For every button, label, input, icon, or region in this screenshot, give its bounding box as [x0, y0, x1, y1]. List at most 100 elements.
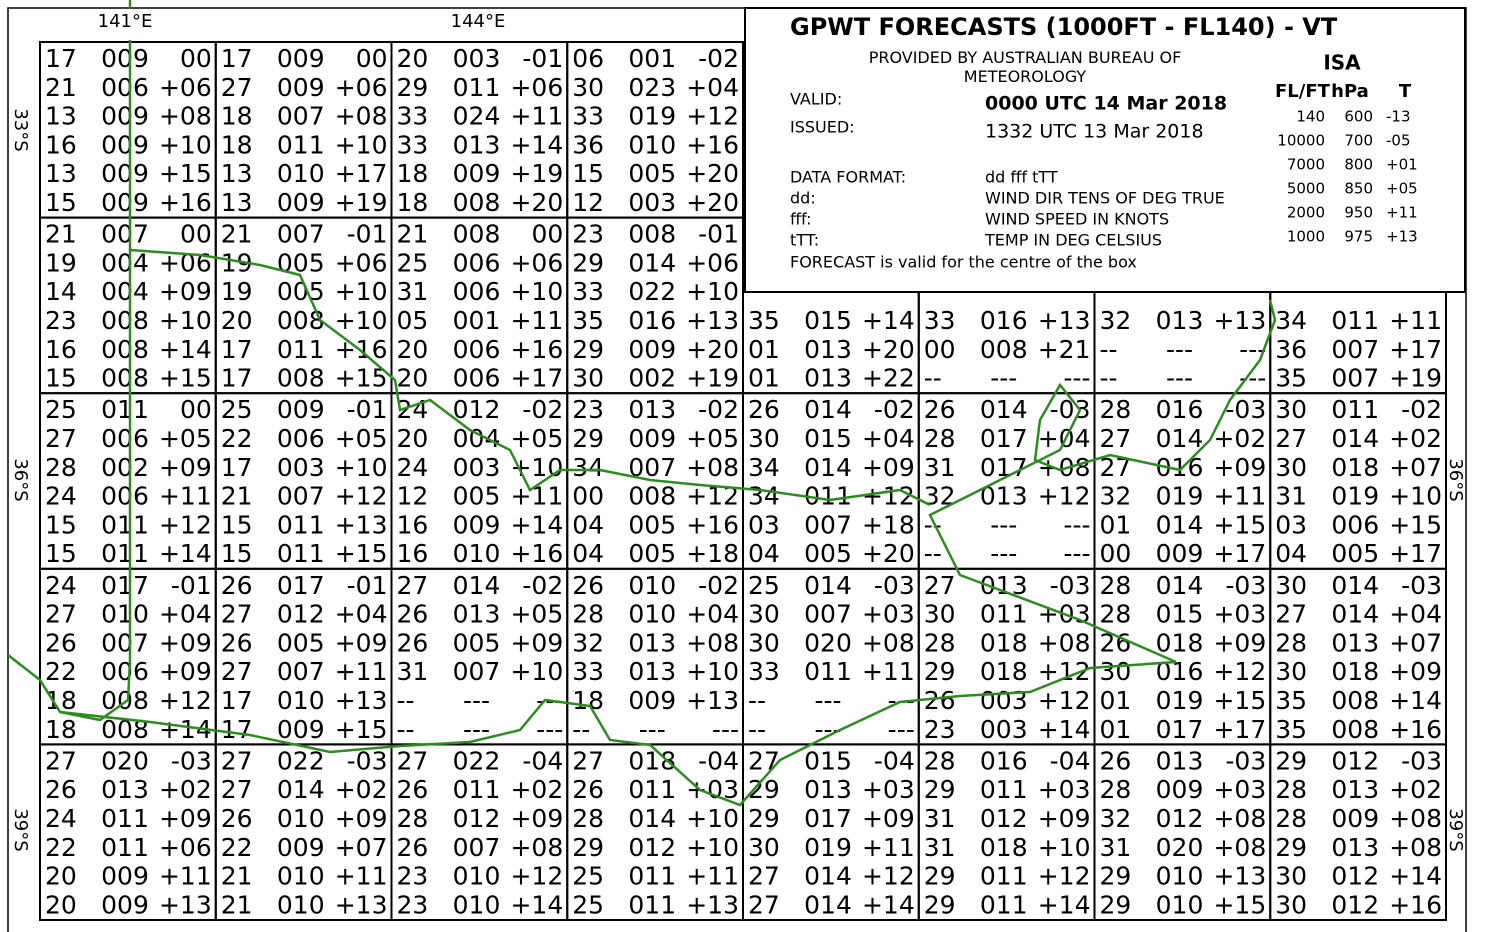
- temperature: -01: [171, 571, 212, 600]
- temperature: +09: [159, 657, 212, 686]
- temperature: -01: [522, 44, 563, 73]
- wind-speed: 005: [1331, 539, 1379, 568]
- temperature: +16: [510, 335, 563, 364]
- wind-direction: 14: [45, 277, 77, 306]
- wind-speed: 010: [628, 130, 676, 159]
- wind-speed: ---: [814, 686, 841, 715]
- temperature: +19: [510, 159, 563, 188]
- wind-speed: 011: [277, 510, 325, 539]
- wind-direction: 01: [1100, 510, 1132, 539]
- wind-speed: 019: [1331, 482, 1379, 511]
- temperature: +05: [335, 424, 388, 453]
- temperature: +07: [1389, 453, 1442, 482]
- wind-direction: 18: [572, 686, 604, 715]
- temperature: +20: [510, 188, 563, 217]
- wind-speed: 009: [101, 862, 149, 891]
- wind-direction: 18: [221, 130, 253, 159]
- isa-temp: +05: [1386, 180, 1418, 198]
- temperature: +17: [510, 364, 563, 393]
- temperature: -03: [1225, 395, 1266, 424]
- wind-direction: 15: [45, 539, 77, 568]
- wind-direction: 31: [1100, 833, 1132, 862]
- map-frame: [7, 7, 1467, 932]
- isa-header: hPa: [1331, 81, 1369, 102]
- temperature: +10: [686, 804, 739, 833]
- temperature: -02: [698, 44, 739, 73]
- wind-speed: 012: [277, 600, 325, 629]
- wind-direction: 27: [397, 571, 429, 600]
- wind-direction: 04: [1275, 539, 1307, 568]
- wind-speed: 009: [277, 188, 325, 217]
- temperature: 00: [180, 220, 212, 249]
- temperature: -01: [347, 571, 388, 600]
- wind-direction: 17: [221, 686, 253, 715]
- wind-direction: 30: [748, 833, 780, 862]
- wind-direction: 33: [572, 277, 604, 306]
- wind-speed: 011: [804, 482, 852, 511]
- wind-speed: 010: [628, 600, 676, 629]
- wind-speed: 003: [980, 686, 1028, 715]
- temperature: +08: [1213, 833, 1266, 862]
- wind-speed: 016: [1156, 395, 1204, 424]
- wind-direction: 25: [748, 571, 780, 600]
- wind-direction: 26: [1100, 746, 1132, 775]
- temperature: -02: [522, 395, 563, 424]
- latitude-label: 36°S: [1445, 458, 1466, 501]
- wind-speed: 008: [453, 188, 501, 217]
- wind-direction: 26: [748, 395, 780, 424]
- wind-speed: 019: [804, 833, 852, 862]
- wind-direction: 27: [1275, 600, 1307, 629]
- wind-speed: 005: [277, 628, 325, 657]
- wind-direction: 26: [45, 628, 77, 657]
- temperature: 00: [180, 395, 212, 424]
- temperature: +02: [1389, 775, 1442, 804]
- wind-direction: 28: [1100, 571, 1132, 600]
- wind-direction: 25: [572, 890, 604, 919]
- wind-speed: 006: [453, 277, 501, 306]
- wind-speed: 007: [453, 657, 501, 686]
- temperature: +20: [862, 335, 915, 364]
- temperature: +10: [686, 833, 739, 862]
- temperature: +16: [686, 510, 739, 539]
- wind-speed: 013: [1156, 746, 1204, 775]
- wind-direction: 15: [45, 364, 77, 393]
- wind-speed: 013: [804, 364, 852, 393]
- wind-speed: 009: [101, 44, 149, 73]
- temperature: +14: [510, 130, 563, 159]
- format-value: WIND SPEED IN KNOTS: [985, 210, 1169, 229]
- wind-speed: 007: [804, 600, 852, 629]
- temperature: +12: [159, 686, 212, 715]
- wind-direction: 27: [572, 746, 604, 775]
- wind-direction: 30: [572, 364, 604, 393]
- wind-speed: 009: [101, 130, 149, 159]
- format-value: WIND DIR TENS OF DEG TRUE: [985, 189, 1225, 208]
- latitude-label: 36°S: [10, 458, 31, 501]
- wind-speed: 007: [277, 482, 325, 511]
- wind-direction: 28: [1100, 775, 1132, 804]
- wind-direction: 30: [1275, 453, 1307, 482]
- wind-direction: 16: [45, 130, 77, 159]
- wind-direction: 32: [1100, 804, 1132, 833]
- wind-speed: 006: [1331, 510, 1379, 539]
- wind-direction: 23: [924, 715, 956, 744]
- wind-direction: 29: [924, 862, 956, 891]
- wind-direction: 04: [572, 510, 604, 539]
- wind-direction: 29: [748, 804, 780, 833]
- wind-direction: 29: [1100, 862, 1132, 891]
- wind-direction: --: [1100, 335, 1118, 364]
- wind-direction: 22: [45, 657, 77, 686]
- temperature: +08: [862, 628, 915, 657]
- temperature: +12: [1038, 862, 1091, 891]
- wind-direction: 26: [221, 628, 253, 657]
- wind-direction: 21: [221, 220, 253, 249]
- temperature: +14: [862, 890, 915, 919]
- temperature: +22: [862, 364, 915, 393]
- wind-speed: 013: [1331, 628, 1379, 657]
- wind-speed: 015: [804, 306, 852, 335]
- temperature: +04: [686, 73, 739, 102]
- isa-pressure: 850: [1344, 180, 1373, 198]
- wind-speed: 013: [1331, 833, 1379, 862]
- temperature: +05: [159, 424, 212, 453]
- temperature: -03: [1401, 746, 1442, 775]
